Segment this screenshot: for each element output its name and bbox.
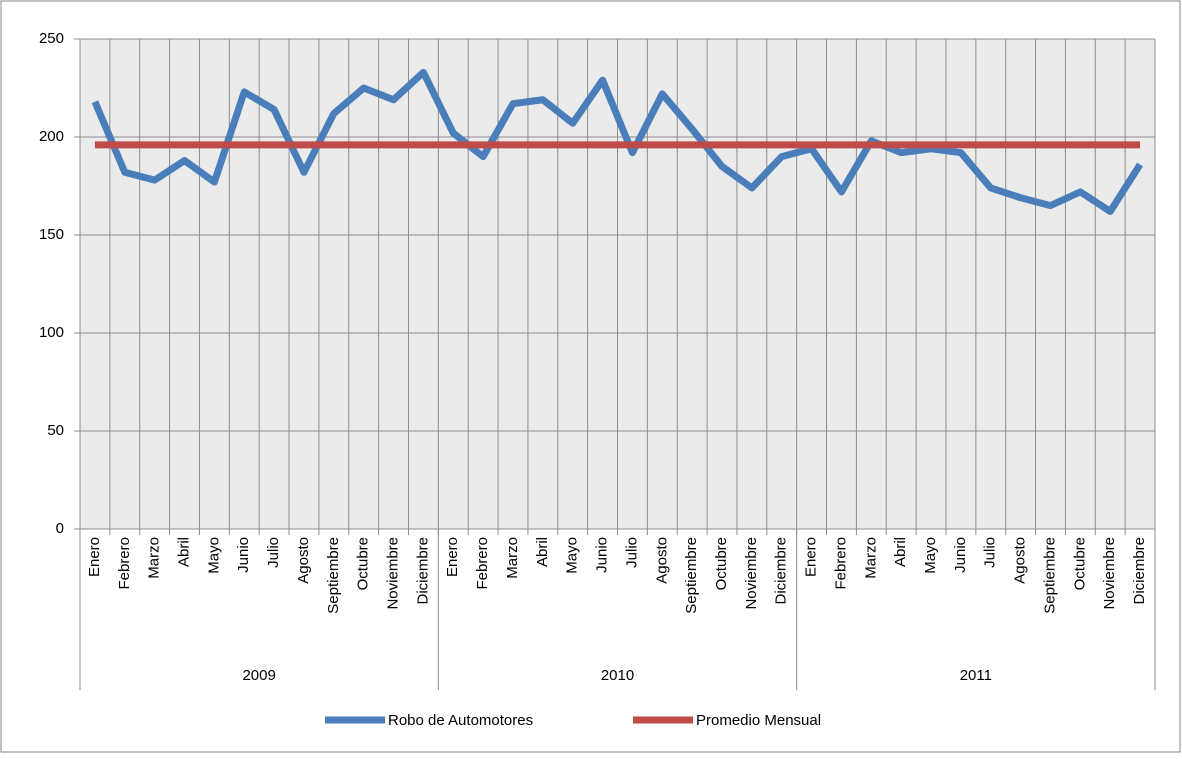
- x-tick-label: Enero: [803, 537, 820, 577]
- x-tick-label: Mayo: [205, 537, 222, 574]
- group-label: 2009: [242, 667, 275, 684]
- x-tick-label: Marzo: [146, 537, 163, 579]
- x-tick-label: Octubre: [1071, 537, 1088, 590]
- y-tick-label: 150: [39, 226, 64, 243]
- y-tick-label: 100: [39, 324, 64, 341]
- y-tick-label: 250: [39, 30, 64, 47]
- x-tick-label: Abril: [175, 537, 192, 567]
- x-tick-label: Mayo: [922, 537, 939, 574]
- x-tick-label: Julio: [623, 537, 640, 568]
- x-tick-label: Agosto: [653, 537, 670, 584]
- group-label: 2010: [601, 667, 634, 684]
- x-tick-label: Abril: [892, 537, 909, 567]
- x-tick-label: Junio: [594, 537, 611, 573]
- x-tick-label: Noviembre: [743, 537, 760, 610]
- y-tick-label: 200: [39, 128, 64, 145]
- x-tick-label: Marzo: [862, 537, 879, 579]
- x-tick-label: Diciembre: [773, 537, 790, 605]
- x-tick-label: Septiembre: [1041, 537, 1058, 614]
- x-tick-label: Febrero: [116, 537, 133, 590]
- x-tick-label: Agosto: [1012, 537, 1029, 584]
- group-label: 2011: [960, 667, 992, 684]
- series-line: [91, 68, 1144, 215]
- x-tick-label: Noviembre: [385, 537, 402, 610]
- x-tick-label: Septiembre: [325, 537, 342, 614]
- x-tick-label: Marzo: [504, 537, 521, 579]
- x-tick-label: Octubre: [713, 537, 730, 590]
- legend-label: Promedio Mensual: [696, 712, 821, 729]
- x-tick-label: Junio: [952, 537, 969, 573]
- x-tick-label: Abril: [534, 537, 551, 567]
- x-tick-label: Febrero: [474, 537, 491, 590]
- x-tick-label: Enero: [444, 537, 461, 577]
- y-tick-label: 0: [56, 520, 64, 537]
- x-tick-label: Junio: [235, 537, 252, 573]
- x-tick-label: Mayo: [564, 537, 581, 574]
- x-tick-label: Diciembre: [414, 537, 431, 605]
- x-tick-label: Julio: [982, 537, 999, 568]
- legend-label: Robo de Automotores: [388, 712, 533, 729]
- y-tick-label: 50: [47, 422, 64, 439]
- x-tick-label: Julio: [265, 537, 282, 568]
- x-tick-label: Agosto: [295, 537, 312, 584]
- x-tick-label: Febrero: [832, 537, 849, 590]
- x-tick-label: Octubre: [355, 537, 372, 590]
- x-tick-label: Diciembre: [1131, 537, 1148, 605]
- x-tick-label: Enero: [86, 537, 103, 577]
- x-tick-label: Septiembre: [683, 537, 700, 614]
- x-tick-label: Noviembre: [1101, 537, 1118, 610]
